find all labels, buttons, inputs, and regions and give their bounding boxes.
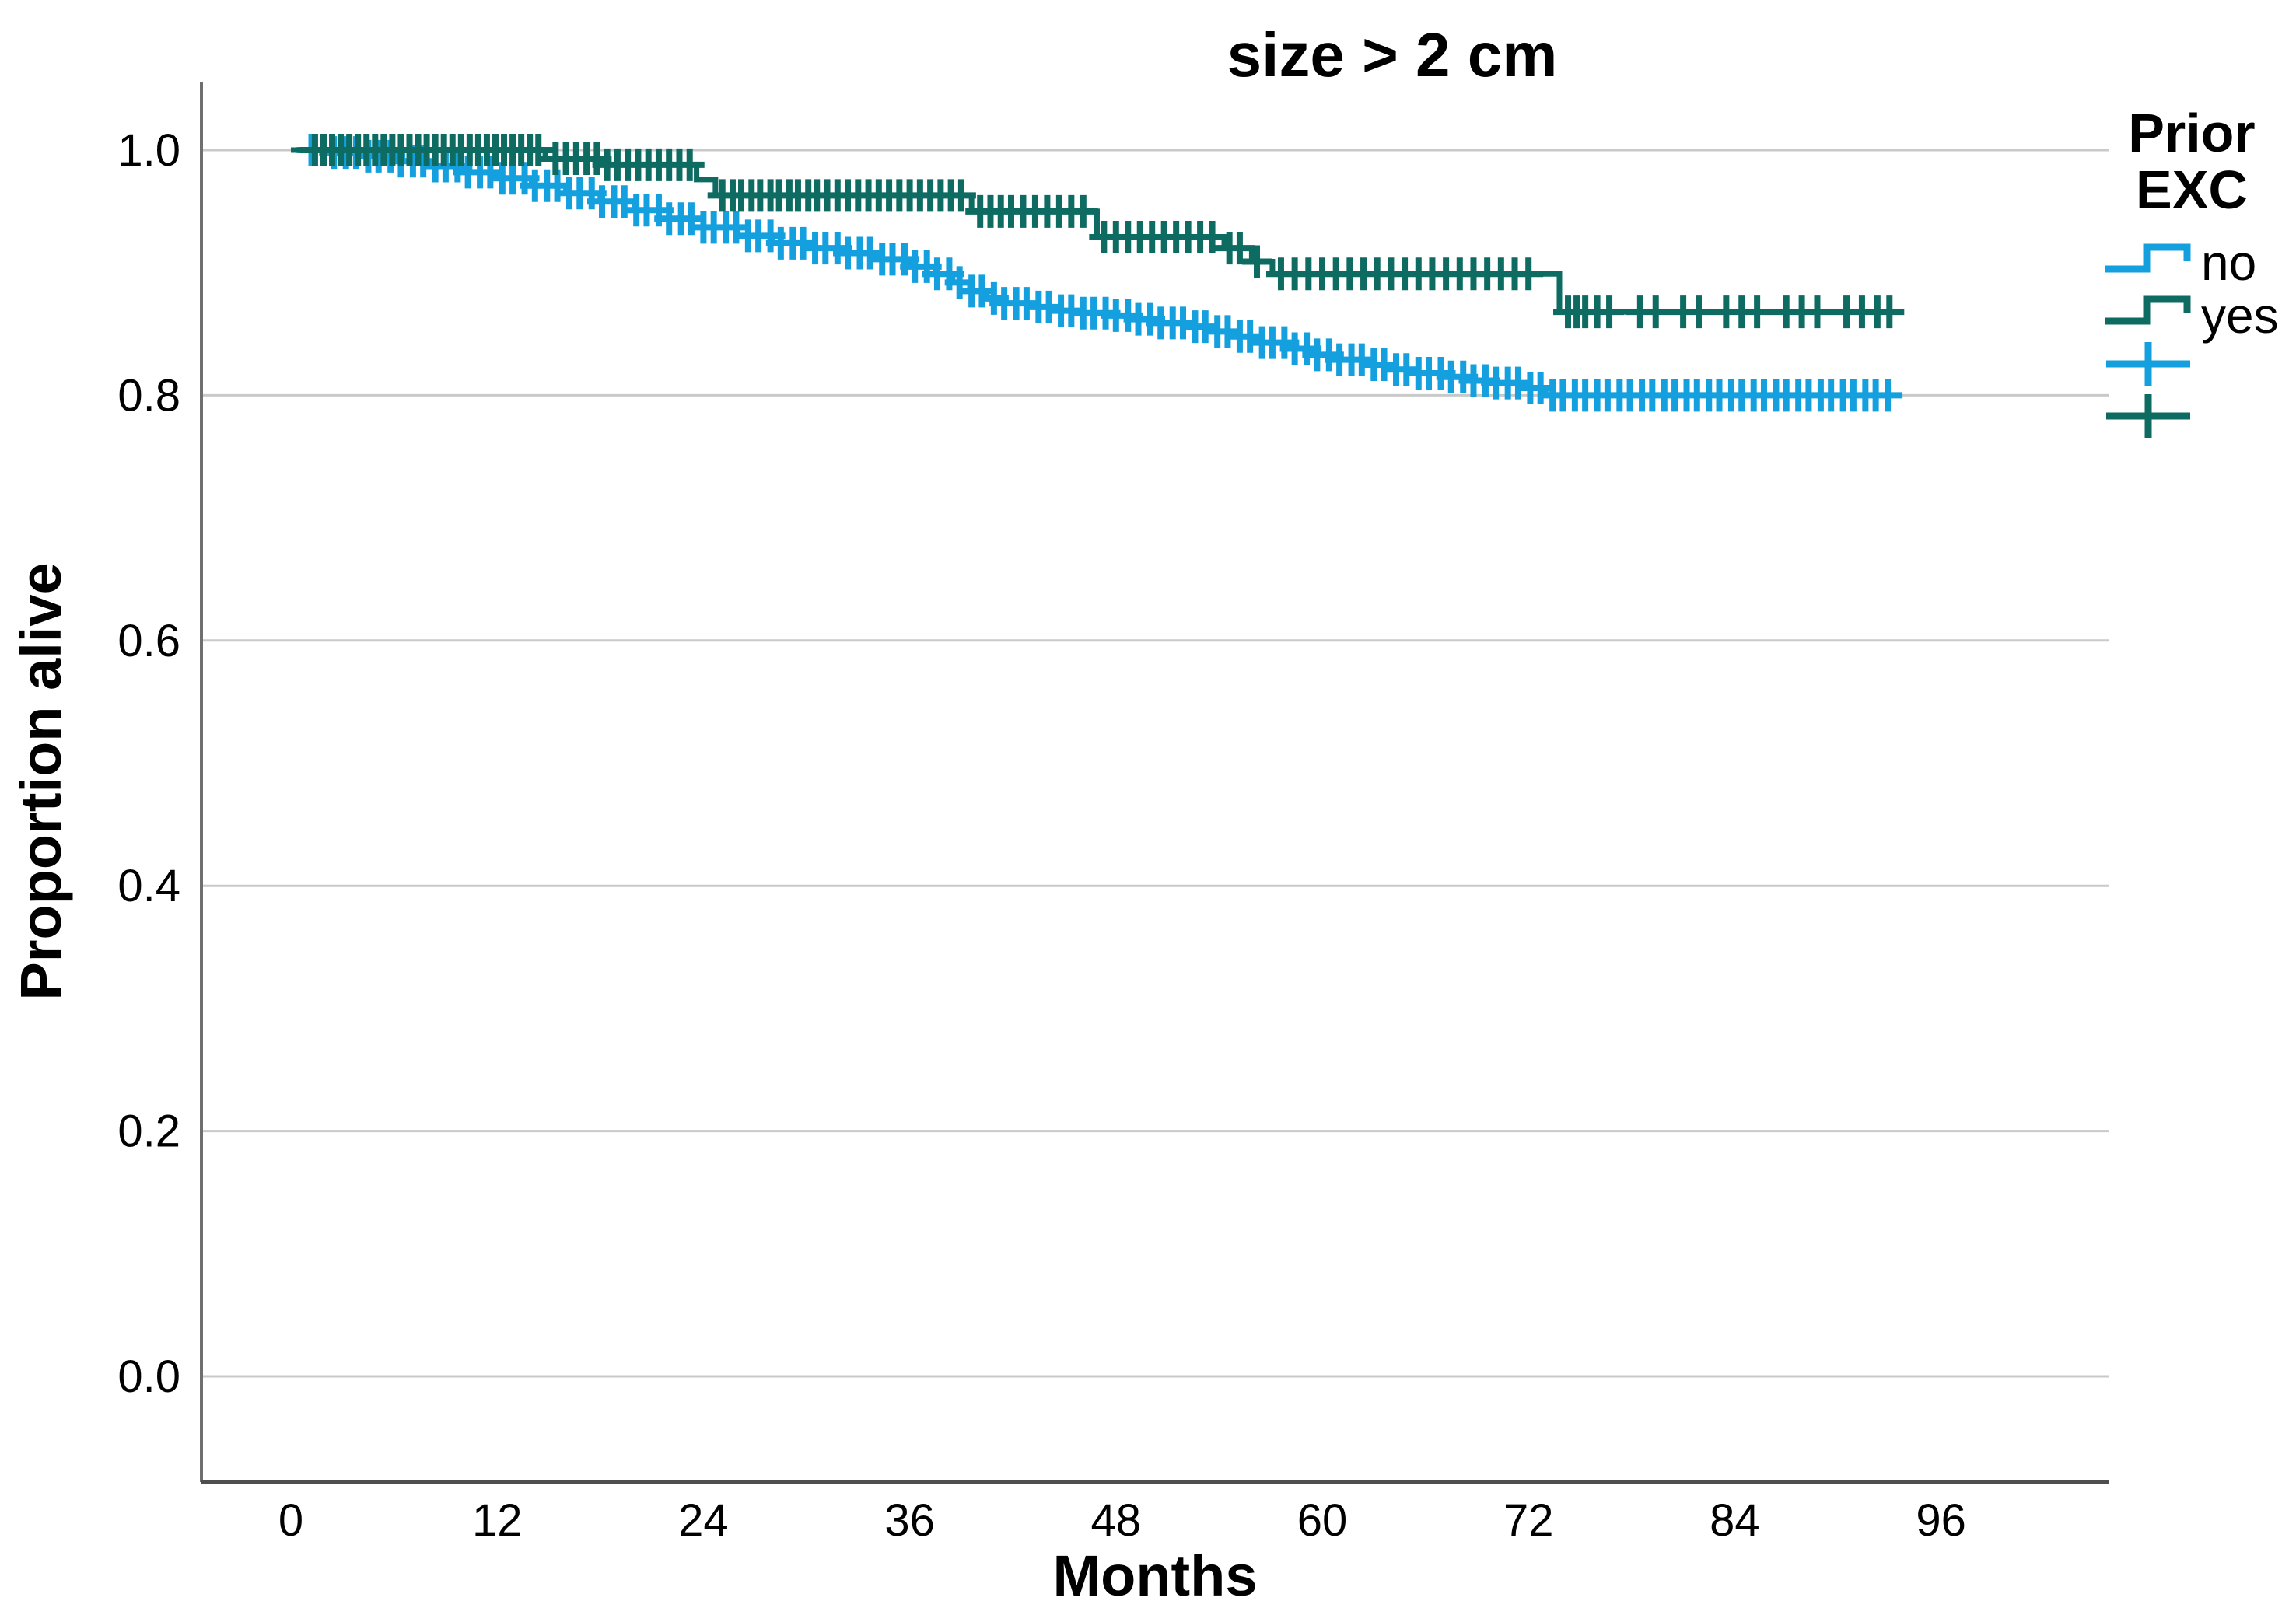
y-tick-label-0.4: 0.4 (117, 861, 180, 911)
y-tick-label-0.0: 0.0 (117, 1351, 180, 1402)
legend-title-line1: Prior (2128, 103, 2255, 163)
x-tick-label-60: 60 (1297, 1495, 1348, 1546)
x-tick-label-84: 84 (1710, 1495, 1760, 1546)
tick-labels-layer: 0.0 0.2 0.4 0.6 0.8 1.0 0 12 24 36 48 60 72 84 96 (117, 125, 1965, 1546)
x-tick-label-24: 24 (678, 1495, 729, 1546)
x-tick-label-36: 36 (884, 1495, 935, 1546)
km-censor-marks-yes (299, 134, 1905, 329)
km-curve-yes (291, 147, 1897, 315)
y-tick-label-1.0: 1.0 (117, 125, 180, 176)
legend: Prior EXC no yes (2105, 103, 2279, 438)
x-tick-label-0: 0 (278, 1495, 303, 1546)
legend-label-no: no (2201, 235, 2256, 291)
chart-title: size > 2 cm (1227, 20, 1558, 89)
axes-layer (200, 82, 2109, 1484)
legend-item-no: no (2105, 235, 2256, 291)
y-axis-title: Proportion alive (9, 562, 73, 1000)
legend-item-yes: yes (2105, 288, 2279, 344)
curves-layer (291, 134, 1905, 412)
legend-title-line2: EXC (2136, 159, 2248, 220)
x-tick-label-12: 12 (472, 1495, 523, 1546)
x-tick-label-48: 48 (1091, 1495, 1142, 1546)
gridlines-layer (201, 149, 2109, 1378)
y-tick-label-0.8: 0.8 (117, 370, 180, 421)
km-censor-marks-no (296, 134, 1903, 412)
step-line-symbol-no (2105, 243, 2191, 273)
x-axis-title: Months (1052, 1543, 1257, 1608)
censor-plus-symbol-yes (2106, 394, 2190, 438)
step-line-symbol-yes (2105, 295, 2191, 325)
legend-label-yes: yes (2201, 288, 2279, 344)
y-tick-label-0.6: 0.6 (117, 616, 180, 666)
censor-plus-symbol-no (2106, 342, 2190, 386)
x-tick-label-96: 96 (1916, 1495, 1966, 1546)
x-tick-label-72: 72 (1503, 1495, 1554, 1546)
y-tick-label-0.2: 0.2 (117, 1106, 180, 1157)
legend-item-censored-no (2106, 342, 2190, 386)
legend-item-censored-yes (2106, 394, 2190, 438)
